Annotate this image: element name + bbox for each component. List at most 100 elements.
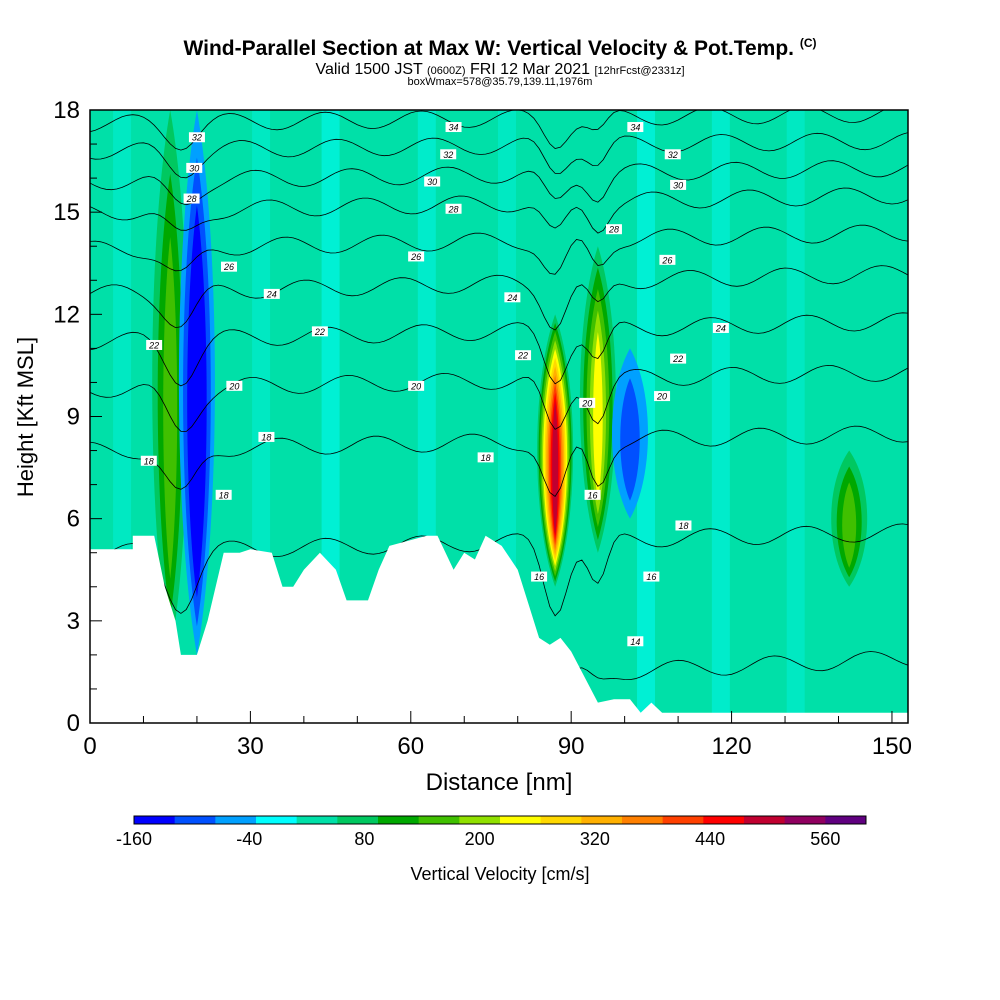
contour-label: 22 <box>148 340 159 350</box>
contour-label-bg <box>712 322 729 333</box>
isentrope-line <box>90 364 908 432</box>
contour-label: 32 <box>668 150 678 160</box>
contour-label-bg <box>504 292 521 303</box>
isentrope-line <box>90 132 908 179</box>
y-tick-label: 12 <box>53 301 80 328</box>
y-axis-label: Height [Kft MSL] <box>13 337 38 497</box>
colorbar-swatch <box>378 816 420 824</box>
contour-label-bg <box>654 391 671 402</box>
colorbar-swatch <box>744 816 786 824</box>
velocity-contour-fill <box>593 332 603 502</box>
contour-label-bg <box>605 224 622 235</box>
isentrope-line <box>90 110 885 151</box>
colorbar-swatch <box>296 816 338 824</box>
contour-label: 34 <box>449 123 459 133</box>
contour-labels: 32 30 28 26 24 22 22 20 18 18 18 34 32 30 28 26 24 22 20 18… <box>140 122 729 647</box>
contour-label: 16 <box>588 490 598 500</box>
contour-label: 26 <box>223 262 234 272</box>
contour-label-bg <box>183 193 200 204</box>
contour-label-bg <box>226 380 243 391</box>
colorbar-swatch <box>540 816 582 824</box>
contour-label: 28 <box>608 225 619 235</box>
colorbar-swatch <box>256 816 298 824</box>
contour-label: 34 <box>630 123 640 133</box>
contour-label-bg <box>258 431 275 442</box>
contour-label-bg <box>531 571 548 582</box>
contour-label-bg <box>515 350 532 361</box>
contour-label-bg <box>146 339 163 350</box>
contour-label: 32 <box>192 133 202 143</box>
contour-label: 32 <box>443 150 453 160</box>
axes: 0 30 60 90 120 150 0 3 6 9 12 15 18 <box>53 97 912 760</box>
contour-label-bg <box>188 132 205 143</box>
colorbar-swatch <box>337 816 379 824</box>
y-tick-label: 9 <box>67 404 80 431</box>
forecast-info: [12hrFcst@2331z] <box>594 65 685 77</box>
contour-label-bg <box>440 149 457 160</box>
colorbar-swatch <box>581 816 623 824</box>
velocity-contour-fill <box>163 237 178 579</box>
contour-label: 24 <box>506 293 517 303</box>
isentrope-line <box>90 523 908 617</box>
y-tick-label: 3 <box>67 608 80 635</box>
terrain <box>90 535 908 723</box>
contour-label-bg <box>643 571 660 582</box>
isentrope-line <box>90 160 908 206</box>
contour-label-bg <box>408 251 425 262</box>
colorbar-tick-label: 560 <box>810 829 840 849</box>
x-axis-label: Distance [nm] <box>426 769 573 796</box>
x-tick-label: 150 <box>872 733 912 760</box>
chart-subtitle-2: boxWmax=578@35.79,139.11,1976m <box>407 76 593 88</box>
contour-label-bg <box>670 353 687 364</box>
contour-label-bg <box>627 636 644 647</box>
contour-label-bg <box>445 203 462 214</box>
isentrope-line <box>90 312 908 387</box>
contour-label-bg <box>408 380 425 391</box>
colorbar-swatch <box>174 816 216 824</box>
contour-label-bg <box>627 122 644 133</box>
contour-label: 24 <box>715 323 726 333</box>
x-tick-label: 90 <box>558 733 585 760</box>
colorbar-swatch <box>784 816 826 824</box>
contour-label-bg <box>186 162 203 173</box>
valid-time-utc: (0600Z) <box>426 65 466 77</box>
velocity-contour-fill <box>620 378 640 501</box>
colorbar-swatch <box>622 816 664 824</box>
contour-label-bg <box>579 397 596 408</box>
contour-label: 20 <box>228 381 239 391</box>
colorbar-tick-label: -160 <box>116 829 152 849</box>
y-tick-label: 15 <box>53 199 80 226</box>
field-band <box>711 110 730 723</box>
velocity-contour-fill <box>552 401 559 535</box>
colorbar-swatch <box>459 816 501 824</box>
field-band <box>786 110 805 723</box>
contour-label: 16 <box>646 572 656 582</box>
isentrope-line <box>90 425 908 497</box>
title-text: Wind-Parallel Section at Max W: Vertical… <box>183 37 794 60</box>
velocity-contour-fill <box>842 482 857 568</box>
y-tick-label: 6 <box>67 506 80 533</box>
contour-label-bg <box>584 489 601 500</box>
isentrope-line <box>90 224 908 275</box>
colorbar-frame <box>133 815 867 825</box>
chart-subtitle: Valid 1500 JST (0600Z) FRI 12 Mar 2021 [… <box>0 61 1000 79</box>
contour-label: 28 <box>186 194 197 204</box>
contour-label-bg <box>215 489 232 500</box>
contour-label: 24 <box>266 289 277 299</box>
colorbar-swatch <box>500 816 542 824</box>
contour-label-bg <box>477 452 494 463</box>
contour-label: 30 <box>427 177 437 187</box>
terrain-fill <box>90 535 908 723</box>
colorbar-tick-label: 80 <box>354 829 374 849</box>
colorbar-swatch <box>703 816 745 824</box>
contour-label-bg <box>424 176 441 187</box>
x-tick-label: 120 <box>712 733 752 760</box>
isentropes <box>90 110 908 704</box>
colorbar: -160 -40 80 200 320 440 560 <box>116 815 867 849</box>
isentrope-line <box>90 265 908 331</box>
contour-label: 28 <box>448 204 459 214</box>
contour-label: 20 <box>656 392 667 402</box>
contour-label: 16 <box>534 572 544 582</box>
x-tick-label: 60 <box>397 733 424 760</box>
